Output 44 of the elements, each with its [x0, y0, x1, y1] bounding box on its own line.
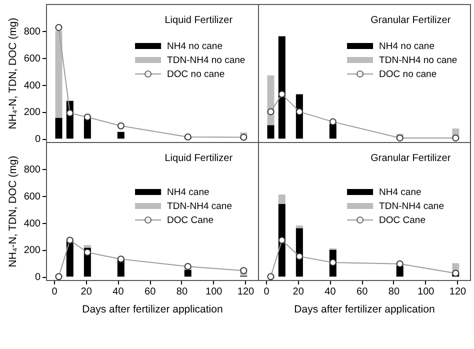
x-tick-label: 60 [356, 286, 368, 298]
x-tick-label: 60 [144, 286, 156, 298]
text: Granular Fertilizer [370, 15, 452, 26]
x-tick-label: 0 [264, 286, 270, 298]
legend-label: TDN-NH4 no cane [379, 55, 458, 66]
legend-label: NH4 no cane [379, 41, 434, 52]
legend-label: TDN-NH4 cane [167, 201, 232, 212]
x-tick-label: 80 [388, 286, 400, 298]
x-tick-label: 20 [80, 286, 92, 298]
legend-label: NH4 cane [379, 187, 422, 198]
x-tick-label: 100 [418, 286, 435, 298]
y-tick-label: 200 [24, 245, 41, 256]
x-tick-label: 120 [237, 286, 255, 298]
y-tick-label: 400 [24, 80, 41, 92]
legend-label: TDN-NH4 no cane [167, 55, 246, 66]
x-axis-title: Days after fertilizer application [82, 304, 223, 316]
legend-label: TDN-NH4 cane [379, 201, 444, 212]
text: Liquid Fertilizer [164, 15, 234, 26]
y-tick-label: 600 [24, 191, 41, 202]
y-axis-title: NH₄-N, TDN, DOC (mg) [6, 18, 19, 130]
y-tick-label: 600 [24, 53, 41, 64]
x-tick-label: 120 [449, 286, 467, 298]
y-axis-title: NH₄-N, TDN, DOC (mg) [6, 156, 19, 268]
legend-label: DOC no cane [167, 69, 225, 80]
y-tick-label: 800 [24, 164, 41, 176]
x-tick-label: 40 [112, 286, 124, 298]
text: Liquid Fertilizer [164, 153, 234, 164]
y-tick-label: 200 [24, 107, 41, 118]
legend-label: DOC Cane [167, 215, 214, 226]
x-tick-label: 40 [324, 286, 336, 298]
x-tick-label: 80 [176, 286, 188, 298]
legend-label: NH4 no cane [167, 41, 222, 52]
y-tick-label: 0 [34, 272, 41, 284]
x-tick-label: 0 [52, 286, 58, 298]
legend-label: DOC Cane [379, 215, 426, 226]
legend-label: NH4 cane [167, 187, 210, 198]
x-axis-title: Days after fertilizer application [294, 304, 435, 316]
y-tick-label: 400 [24, 218, 41, 230]
x-tick-label: 100 [206, 286, 223, 298]
text: Granular Fertilizer [370, 153, 452, 164]
legend-label: DOC no cane [379, 69, 437, 80]
x-tick-label: 20 [292, 286, 304, 298]
y-tick-label: 0 [34, 134, 41, 146]
y-tick-label: 800 [24, 26, 41, 38]
